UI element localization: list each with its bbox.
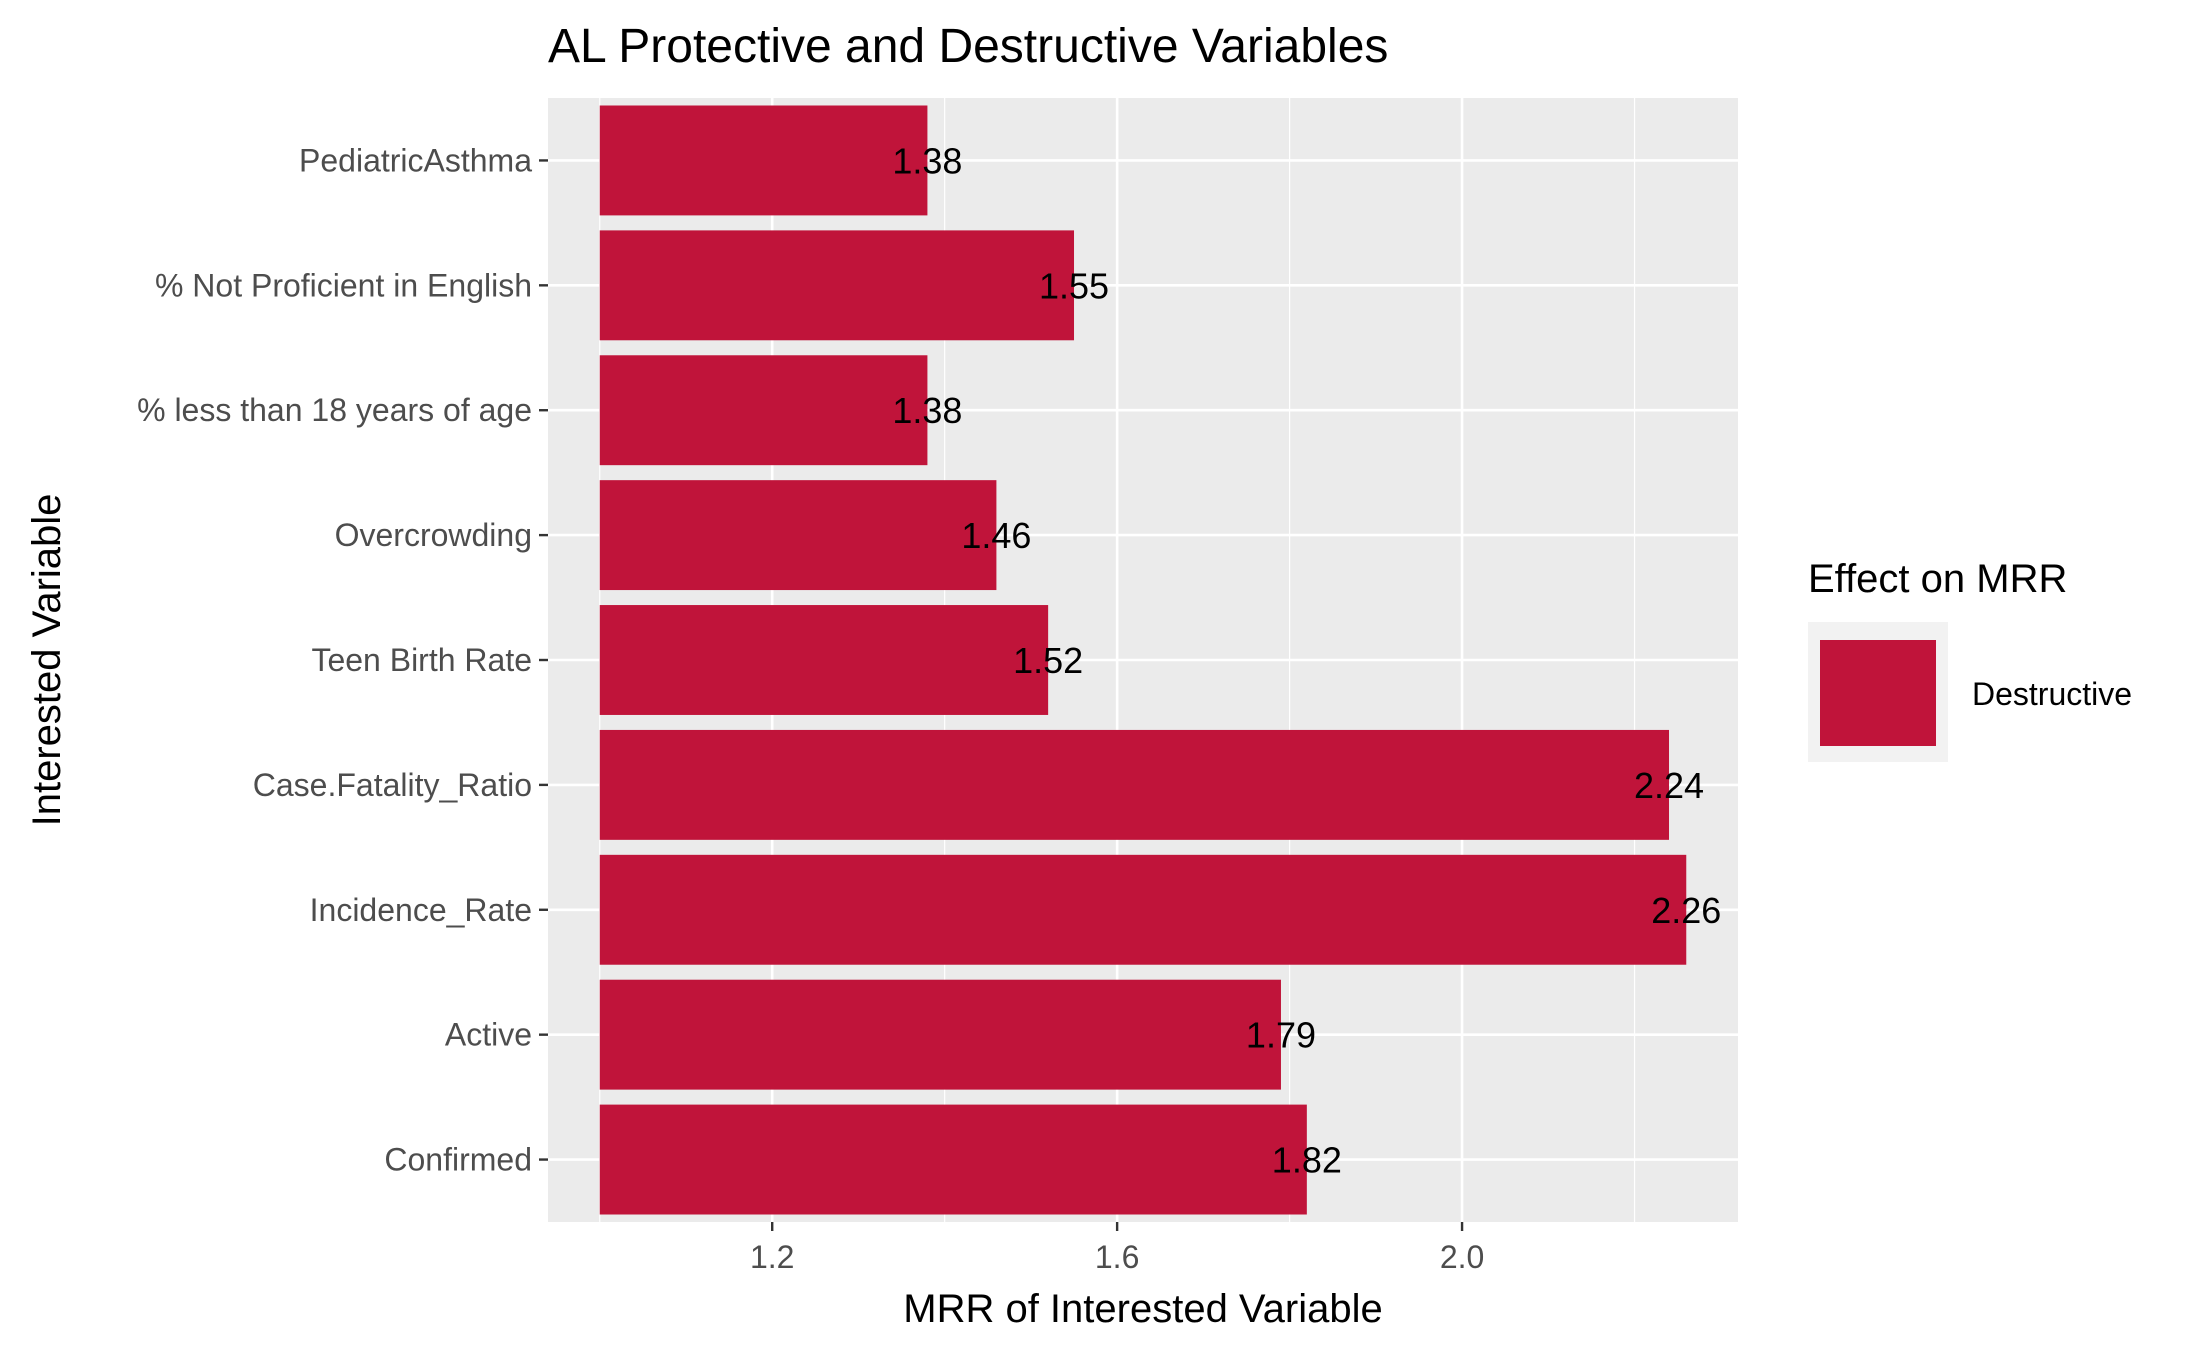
y-axis: PediatricAsthma % Not Proficient in Engli… — [137, 142, 548, 1178]
legend-label-destructive: Destructive — [1972, 676, 2132, 712]
y-tick-label: % Not Proficient in English — [155, 267, 532, 303]
data-label: 1.46 — [961, 515, 1031, 556]
data-label: 1.55 — [1039, 265, 1109, 306]
bar — [599, 979, 1281, 1090]
bar — [599, 355, 928, 466]
data-label: 1.82 — [1272, 1140, 1342, 1181]
data-label: 1.79 — [1246, 1015, 1316, 1056]
y-tick-label: Incidence_Rate — [310, 892, 532, 928]
bar — [599, 105, 928, 216]
x-tick-label: 1.6 — [1095, 1239, 1139, 1275]
y-axis-title: Interested Variable — [25, 494, 69, 827]
y-tick-label: Confirmed — [384, 1142, 532, 1178]
data-label: 1.52 — [1013, 640, 1083, 681]
data-label: 2.24 — [1634, 765, 1704, 806]
y-tick-label: Active — [445, 1017, 532, 1053]
chart-title: AL Protective and Destructive Variables — [548, 20, 1388, 73]
y-tick-label: % less than 18 years of age — [137, 392, 532, 428]
x-axis: 1.2 1.6 2.0 — [750, 1222, 1484, 1275]
legend: Effect on MRR Destructive — [1808, 557, 2132, 762]
bar — [599, 230, 1075, 341]
bar — [599, 1104, 1307, 1215]
bars — [599, 105, 1687, 1215]
bar — [599, 854, 1687, 965]
bar — [599, 480, 997, 591]
legend-swatch-destructive — [1820, 640, 1936, 746]
y-tick-label: PediatricAsthma — [299, 142, 532, 178]
y-tick-label: Overcrowding — [335, 517, 532, 553]
y-tick-label: Case.Fatality_Ratio — [253, 767, 532, 803]
x-tick-label: 2.0 — [1440, 1239, 1484, 1275]
bar — [599, 605, 1049, 715]
x-tick-label: 1.2 — [750, 1239, 794, 1275]
legend-title: Effect on MRR — [1808, 557, 2067, 601]
y-tick-label: Teen Birth Rate — [311, 642, 532, 678]
data-label: 2.26 — [1651, 890, 1721, 931]
x-axis-title: MRR of Interested Variable — [903, 1287, 1382, 1331]
data-labels: 1.38 1.55 1.38 1.46 1.52 2.24 2.26 1.79 1.82 — [892, 140, 1721, 1180]
data-label: 1.38 — [892, 390, 962, 431]
data-label: 1.38 — [892, 140, 962, 181]
bar — [599, 729, 1670, 840]
